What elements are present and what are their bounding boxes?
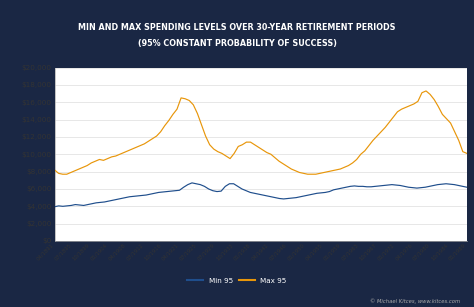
Text: MIN AND MAX SPENDING LEVELS OVER 30-YEAR RETIREMENT PERIODS: MIN AND MAX SPENDING LEVELS OVER 30-YEAR… (78, 23, 396, 32)
Text: (95% CONSTANT PROBABILITY OF SUCCESS): (95% CONSTANT PROBABILITY OF SUCCESS) (137, 39, 337, 48)
Text: © Michael Kitces, www.kitces.com: © Michael Kitces, www.kitces.com (370, 298, 460, 304)
Legend: Min 95, Max 95: Min 95, Max 95 (184, 275, 290, 286)
